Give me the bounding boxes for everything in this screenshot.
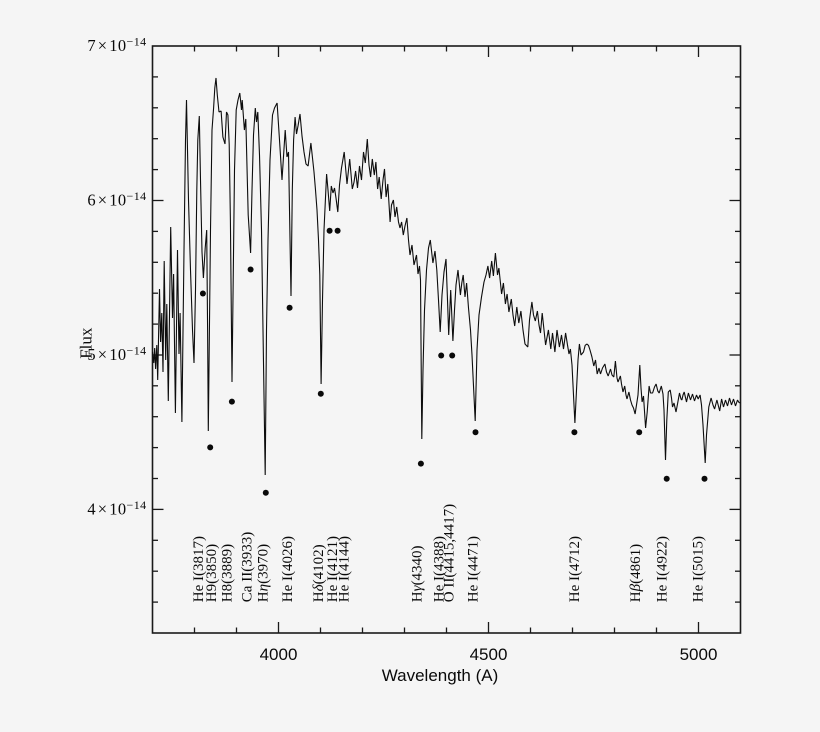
svg-text:6 × 10−14: 6 × 10−14 bbox=[87, 189, 146, 210]
svg-text:He I(4471): He I(4471) bbox=[465, 536, 481, 602]
svg-text:4500: 4500 bbox=[470, 645, 508, 664]
svg-text:He I(4026): He I(4026) bbox=[280, 536, 296, 602]
svg-text:5 × 10−14: 5 × 10−14 bbox=[87, 344, 146, 365]
svg-text:7 × 10−14: 7 × 10−14 bbox=[87, 35, 146, 56]
svg-text:He I(4388): He I(4388) bbox=[431, 536, 447, 602]
svg-text:He I(5015): He I(5015) bbox=[691, 536, 707, 602]
svg-text:He I(4922): He I(4922) bbox=[654, 536, 670, 602]
svg-text:Wavelength (A): Wavelength (A) bbox=[382, 666, 499, 685]
svg-text:He I(4144): He I(4144) bbox=[336, 536, 352, 602]
svg-text:Hβ(4861): Hβ(4861) bbox=[628, 544, 644, 602]
svg-text:H9(3850): H9(3850) bbox=[204, 544, 220, 602]
svg-text:4 × 10−14: 4 × 10−14 bbox=[87, 498, 146, 519]
svg-text:5000: 5000 bbox=[680, 645, 718, 664]
svg-text:4000: 4000 bbox=[260, 645, 298, 664]
svg-text:Flux: Flux bbox=[77, 327, 96, 359]
svg-text:He I(4121): He I(4121) bbox=[325, 536, 341, 602]
svg-text:Hγ(4340): Hγ(4340) bbox=[410, 545, 426, 602]
svg-text:H8(3889): H8(3889) bbox=[220, 544, 236, 602]
svg-text:Hδ(4102): Hδ(4102) bbox=[311, 544, 327, 602]
svg-text:Ca II(3933): Ca II(3933) bbox=[239, 532, 255, 602]
svg-text:He I(4712): He I(4712) bbox=[567, 536, 583, 602]
svg-text:O II(4415,4417): O II(4415,4417) bbox=[442, 504, 458, 602]
svg-text:Hη(3970): Hη(3970) bbox=[255, 544, 271, 602]
svg-text:He I(3817): He I(3817) bbox=[191, 536, 207, 602]
